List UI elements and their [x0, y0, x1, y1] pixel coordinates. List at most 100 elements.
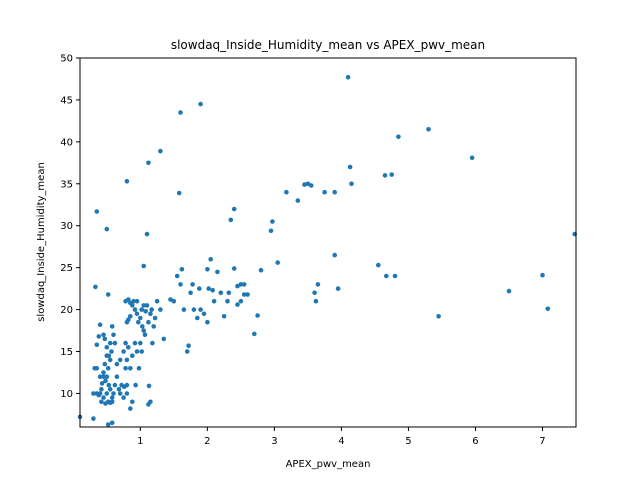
- data-point: [117, 357, 123, 363]
- data-point: [270, 219, 275, 224]
- data-point: [111, 391, 116, 396]
- data-point: [218, 290, 224, 296]
- data-point: [143, 309, 148, 314]
- y-tick-label: 25: [60, 263, 73, 274]
- data-point: [389, 172, 395, 177]
- data-point: [123, 366, 128, 371]
- data-point: [99, 399, 104, 405]
- data-point: [347, 164, 353, 170]
- data-point: [112, 340, 118, 346]
- data-point: [545, 306, 551, 312]
- data-point: [126, 297, 131, 302]
- data-point: [231, 206, 237, 212]
- x-tick-label: 3: [271, 436, 277, 447]
- data-point: [91, 416, 96, 421]
- data-point: [208, 257, 213, 262]
- data-point: [106, 382, 112, 388]
- data-point: [114, 374, 120, 380]
- data-point: [197, 286, 202, 291]
- data-point: [104, 345, 110, 350]
- data-point: [136, 319, 141, 325]
- data-point: [158, 148, 163, 154]
- x-tick-label: 4: [338, 436, 344, 447]
- data-point: [205, 319, 210, 325]
- y-axis: 10 15 20 25 30 35 40 45 50: [60, 54, 80, 400]
- data-point: [128, 406, 133, 411]
- data-point: [384, 273, 389, 279]
- data-point: [190, 282, 195, 287]
- chart-title: slowdaq_Inside_Humidity_mean vs APEX_pwv…: [171, 38, 485, 52]
- data-point: [255, 313, 260, 318]
- data-point: [130, 399, 135, 405]
- data-point: [506, 288, 512, 294]
- data-point: [146, 402, 151, 407]
- data-point: [121, 349, 126, 354]
- data-point: [101, 395, 106, 400]
- data-point: [148, 311, 153, 317]
- data-point: [258, 267, 264, 273]
- data-point: [128, 314, 133, 319]
- y-tick-label: 20: [60, 305, 73, 316]
- data-point: [102, 361, 108, 367]
- data-point: [139, 349, 144, 354]
- data-point: [376, 262, 381, 268]
- x-tick-label: 2: [204, 436, 210, 447]
- data-point: [103, 378, 108, 384]
- data-point: [126, 345, 131, 350]
- data-point: [96, 334, 102, 339]
- data-point: [109, 324, 115, 329]
- y-axis-label: slowdaq_Inside_Humidity_mean: [36, 162, 47, 322]
- data-point: [184, 349, 190, 354]
- data-point: [114, 361, 120, 367]
- data-point: [396, 134, 401, 140]
- data-point: [134, 311, 140, 317]
- data-point: [94, 209, 100, 214]
- data-point: [171, 298, 177, 304]
- data-point: [105, 292, 111, 297]
- data-point: [268, 228, 274, 234]
- data-point: [238, 282, 244, 287]
- data-point: [295, 198, 301, 203]
- y-tick-label: 45: [60, 95, 73, 106]
- data-point: [134, 298, 140, 304]
- data-point: [91, 391, 96, 396]
- data-point: [186, 343, 191, 349]
- data-point: [107, 387, 113, 392]
- data-point: [109, 349, 114, 354]
- data-point: [332, 252, 338, 258]
- data-point: [241, 292, 247, 297]
- data-point: [141, 328, 146, 333]
- data-point: [124, 357, 130, 363]
- data-point: [104, 391, 110, 396]
- data-point: [107, 340, 113, 346]
- x-tick-label: 1: [137, 436, 143, 447]
- data-point: [104, 226, 110, 232]
- data-point: [198, 307, 203, 312]
- data-point: [109, 395, 115, 400]
- data-point: [104, 353, 110, 359]
- x-tick-label: 5: [405, 436, 411, 447]
- data-point: [308, 183, 314, 188]
- data-point: [275, 260, 281, 265]
- data-point: [141, 303, 146, 308]
- data-point: [188, 290, 193, 296]
- data-point: [176, 190, 182, 196]
- data-point: [392, 273, 398, 279]
- data-point: [146, 319, 151, 325]
- y-tick-label: 35: [60, 179, 73, 190]
- data-point: [124, 179, 130, 184]
- data-point: [345, 75, 351, 80]
- data-point: [211, 298, 217, 304]
- data-point: [238, 298, 244, 304]
- data-point: [133, 382, 138, 388]
- data-point: [152, 315, 158, 321]
- data-point: [332, 189, 338, 195]
- x-axis: 1 2 3 4 5 6 7: [137, 427, 546, 447]
- data-point: [206, 286, 211, 291]
- data-point: [139, 307, 144, 312]
- data-point: [181, 307, 187, 312]
- data-point: [158, 307, 163, 312]
- data-point: [126, 317, 131, 323]
- y-tick-label: 40: [60, 137, 73, 148]
